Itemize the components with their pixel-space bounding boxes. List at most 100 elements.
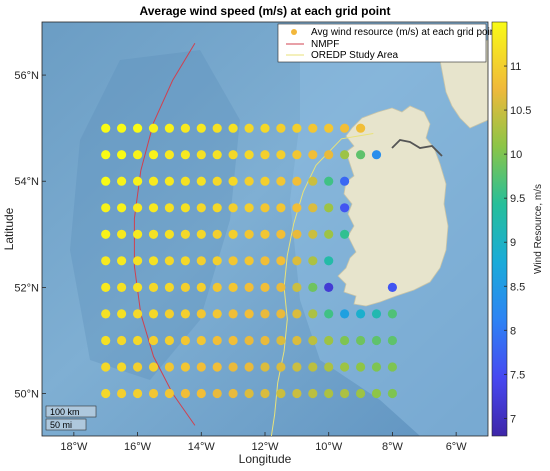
grid-point bbox=[276, 362, 286, 372]
grid-point bbox=[387, 282, 397, 292]
grid-point bbox=[292, 362, 302, 372]
grid-point bbox=[180, 282, 190, 292]
grid-point bbox=[212, 282, 222, 292]
grid-point bbox=[340, 150, 350, 160]
grid-point bbox=[260, 282, 270, 292]
grid-point bbox=[356, 388, 366, 399]
colorbar-tick-label: 11 bbox=[510, 61, 521, 73]
grid-point bbox=[212, 388, 222, 399]
grid-point bbox=[244, 335, 254, 346]
grid-point bbox=[164, 229, 174, 239]
grid-point bbox=[260, 388, 270, 399]
grid-point bbox=[117, 282, 127, 292]
grid-point bbox=[180, 150, 190, 160]
grid-point bbox=[324, 176, 334, 186]
scale-bar-km bbox=[45, 405, 97, 418]
grid-point bbox=[371, 309, 382, 319]
grid-point bbox=[308, 309, 318, 319]
grid-point bbox=[148, 123, 159, 133]
grid-point bbox=[387, 388, 397, 399]
grid-point bbox=[212, 150, 222, 160]
grid-point bbox=[324, 282, 334, 292]
scale-bar: 100 km 50 mi bbox=[45, 405, 97, 431]
grid-point bbox=[276, 203, 286, 213]
grid-point bbox=[196, 362, 206, 372]
grid-point bbox=[340, 309, 350, 319]
grid-point bbox=[164, 362, 174, 372]
x-ticks: 18°W 16°W 14°W 12°W 10°W 8°W 6°W bbox=[60, 432, 467, 453]
grid-point bbox=[212, 362, 222, 372]
legend-entry-grid-points: Avg wind resource (m/s) at each grid poi… bbox=[311, 27, 498, 38]
grid-point bbox=[101, 388, 111, 399]
grid-point bbox=[148, 282, 159, 292]
grid-point bbox=[244, 282, 254, 292]
legend-marker-icon bbox=[291, 29, 297, 35]
grid-point bbox=[340, 335, 350, 346]
grid-point bbox=[164, 203, 174, 213]
colorbar-tick-label: 7.5 bbox=[510, 369, 525, 381]
grid-point bbox=[276, 123, 286, 133]
grid-point bbox=[133, 309, 143, 319]
grid-point bbox=[196, 256, 206, 266]
scale-bar-km-label: 100 km bbox=[50, 407, 80, 417]
grid-point bbox=[244, 203, 254, 213]
grid-point bbox=[308, 335, 318, 346]
grid-point bbox=[212, 229, 222, 239]
grid-point bbox=[117, 362, 127, 372]
grid-point bbox=[180, 256, 190, 266]
y-axis-label: Latitude bbox=[2, 207, 16, 250]
grid-point bbox=[117, 229, 127, 239]
grid-point bbox=[148, 335, 159, 346]
colorbar-ticks: 7 7.5 8 8.5 9 9.5 10 10.5 11 bbox=[504, 61, 531, 425]
grid-point bbox=[180, 176, 190, 186]
scale-bar-mi bbox=[45, 418, 87, 431]
grid-point bbox=[356, 309, 366, 319]
grid-point bbox=[180, 362, 190, 372]
grid-point bbox=[133, 150, 143, 160]
grid-point bbox=[324, 256, 334, 266]
grid-point bbox=[308, 150, 318, 160]
grid-point bbox=[180, 229, 190, 239]
grid-point bbox=[133, 362, 143, 372]
grid-point bbox=[101, 203, 111, 213]
grid-point bbox=[164, 176, 174, 186]
grid-point bbox=[180, 203, 190, 213]
grid-point bbox=[244, 123, 254, 133]
grid-point bbox=[148, 229, 159, 239]
y-tick-label: 54°N bbox=[14, 176, 39, 188]
colorbar-tick-label: 10.5 bbox=[510, 105, 531, 117]
x-tick-label: 6°W bbox=[446, 441, 468, 453]
grid-point bbox=[356, 362, 366, 372]
grid-point bbox=[148, 203, 159, 213]
grid-point bbox=[308, 362, 318, 372]
grid-point bbox=[212, 123, 222, 133]
lines-layer bbox=[133, 42, 374, 436]
grid-point bbox=[133, 176, 143, 186]
grid-point bbox=[117, 256, 127, 266]
grid-point bbox=[260, 229, 270, 239]
grid-point bbox=[276, 150, 286, 160]
grid-point bbox=[387, 362, 397, 372]
grid-point bbox=[101, 335, 111, 346]
grid-point bbox=[244, 309, 254, 319]
grid-point bbox=[292, 150, 302, 160]
grid-point bbox=[148, 309, 159, 319]
grid-point bbox=[340, 229, 350, 239]
grid-point bbox=[196, 203, 206, 213]
grid-point bbox=[387, 335, 397, 346]
grid-point bbox=[260, 309, 270, 319]
grid-point bbox=[101, 282, 111, 292]
grid-point bbox=[371, 335, 382, 346]
grid-point bbox=[228, 229, 238, 239]
y-tick-label: 56°N bbox=[14, 70, 39, 82]
grid-point bbox=[117, 203, 127, 213]
grid-point bbox=[260, 335, 270, 346]
grid-point bbox=[340, 203, 350, 213]
grid-point bbox=[308, 229, 318, 239]
grid-point bbox=[133, 388, 143, 399]
colorbar-tick-label: 9 bbox=[510, 237, 516, 249]
grid-point bbox=[228, 388, 238, 399]
grid-point bbox=[324, 335, 334, 346]
grid-point bbox=[148, 256, 159, 266]
grid-point bbox=[101, 362, 111, 372]
